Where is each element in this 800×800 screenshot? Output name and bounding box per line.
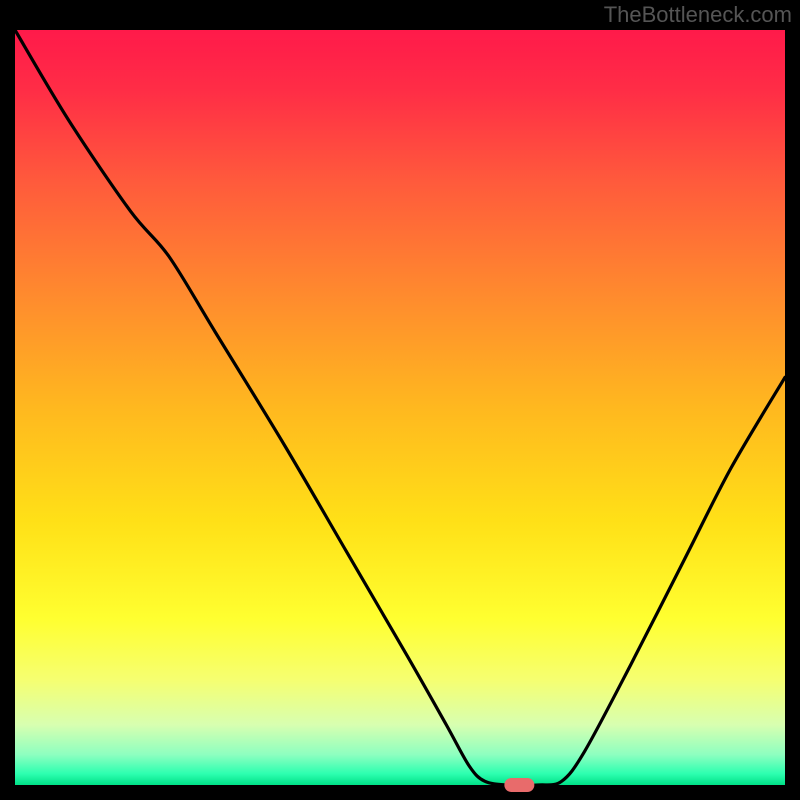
chart-canvas: [0, 0, 800, 800]
plot-background: [15, 30, 785, 785]
bottleneck-chart: TheBottleneck.com: [0, 0, 800, 800]
watermark-text: TheBottleneck.com: [604, 2, 792, 28]
optimal-marker: [504, 778, 534, 792]
